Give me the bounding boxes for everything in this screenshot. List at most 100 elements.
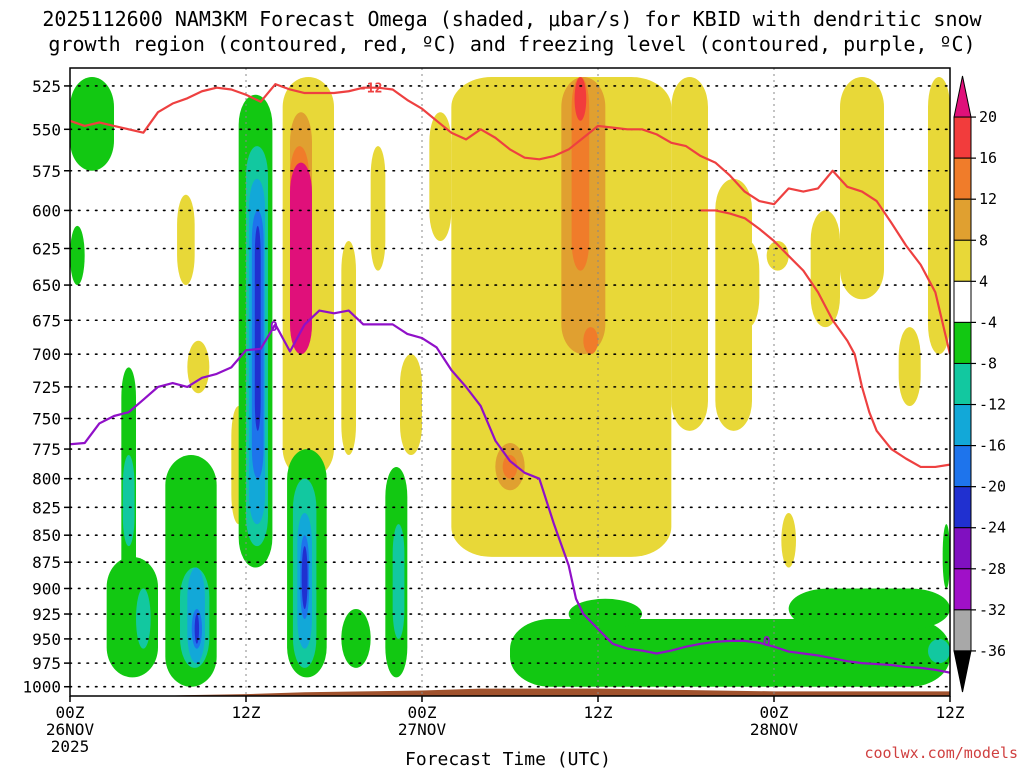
freezing-level-label: 0 (270, 320, 278, 335)
colorbar-swatch (953, 157, 972, 200)
omega-rising-region (177, 194, 195, 286)
colorbar-swatch (953, 527, 972, 570)
omega-sinking-region (194, 614, 200, 644)
x-tick-label: 27NOV (398, 720, 447, 739)
omega-rising-region (781, 512, 796, 568)
omega-sinking-region (301, 546, 308, 609)
y-tick-label: 775 (32, 440, 61, 459)
colorbar-swatch (953, 445, 972, 488)
y-tick-label: 700 (32, 345, 61, 364)
colorbar-swatch (953, 321, 972, 364)
omega-colorbar: 20 16 12 8 4 -4 -8 -12 -16 -20 -24 -28 -32 -36 (953, 75, 1006, 693)
omega-sinking-region (254, 225, 261, 431)
colorbar-label: -32 (979, 601, 1006, 619)
y-tick-label: 925 (32, 605, 61, 624)
chart-title-line-1: 2025112600 NAM3KM Forecast Omega (shaded… (42, 7, 982, 31)
colorbar-swatch (953, 486, 972, 529)
omega-sinking-region (136, 588, 151, 649)
omega-rising-region (429, 112, 452, 242)
x-tick-label: 12Z (936, 703, 965, 722)
omega-rising-region (290, 162, 312, 355)
y-tick-label: 850 (32, 526, 61, 545)
omega-rising-region (574, 77, 587, 121)
omega-rising-region (571, 77, 590, 271)
plot-content: -12 0 0 (70, 68, 950, 696)
colorbar-swatch (953, 116, 972, 159)
omega-rising-region (400, 354, 422, 456)
omega-rising-region (766, 241, 789, 271)
x-tick-label: 12Z (584, 703, 613, 722)
omega-rising-region (840, 77, 884, 300)
y-tick-label: 1000 (22, 678, 61, 697)
omega-rising-region (502, 455, 518, 479)
omega-sinking-region (928, 638, 950, 664)
colorbar-label: 16 (979, 149, 997, 167)
colorbar-label: 20 (979, 108, 997, 126)
colorbar-label: -16 (979, 437, 1006, 455)
omega-shading (70, 77, 950, 687)
chart-title-line-2: growth region (contoured, red, ºC) and f… (48, 32, 975, 56)
y-tick-label: 750 (32, 409, 61, 428)
pressure-axis: 525 550 575 600 625 650 675 700 725 750 775 800 825 8… (22, 77, 70, 697)
omega-sinking-region (510, 619, 950, 687)
colorbar-swatch (953, 362, 972, 406)
colorbar-swatch (953, 568, 972, 611)
x-tick-label: 12Z (232, 703, 261, 722)
colorbar-swatch (953, 198, 972, 241)
x-tick-label: 26NOV (46, 720, 95, 739)
y-tick-label: 650 (32, 276, 61, 295)
y-tick-label: 875 (32, 553, 61, 572)
colorbar-swatch (953, 239, 972, 282)
y-tick-label: 725 (32, 378, 61, 397)
y-tick-label: 800 (32, 470, 61, 489)
omega-rising-region (370, 146, 386, 271)
colorbar-label: -20 (979, 478, 1006, 496)
y-tick-label: 525 (32, 77, 61, 96)
omega-rising-region (928, 77, 950, 355)
y-tick-label: 825 (32, 498, 61, 517)
plot-frame (69, 67, 951, 697)
omega-rising-region (583, 327, 598, 355)
x-tick-label: 00Z (408, 703, 437, 722)
x-tick-label: 00Z (760, 703, 789, 722)
omega-sinking-region (392, 524, 405, 639)
y-tick-label: 900 (32, 579, 61, 598)
plot-area: -12 0 0 (69, 67, 951, 697)
y-tick-label: 600 (32, 201, 61, 220)
omega-sinking-region (70, 225, 85, 286)
x-tick-label: 2025 (51, 737, 90, 756)
y-tick-label: 675 (32, 311, 61, 330)
colorbar-label: -8 (979, 354, 997, 372)
x-axis-title: Forecast Time (UTC) (405, 749, 611, 768)
omega-rising-region (737, 241, 760, 328)
y-tick-label: 625 (32, 239, 61, 258)
y-tick-label: 975 (32, 654, 61, 673)
colorbar-top-arrow (953, 75, 972, 118)
omega-rising-region (671, 77, 708, 431)
colorbar-swatch (953, 280, 972, 323)
dgz-contour-line (70, 83, 950, 355)
freezing-level-label: 0 (763, 635, 771, 650)
colorbar-label: 4 (979, 272, 988, 290)
terrain-fill (70, 688, 950, 696)
omega-sinking-region (341, 608, 371, 668)
dgz-contour-line (700, 209, 950, 469)
omega-rising-region (187, 340, 210, 394)
dgz-contour-label: -12 (359, 82, 382, 97)
y-tick-label: 575 (32, 162, 61, 181)
colorbar-label: -28 (979, 560, 1006, 578)
y-tick-label: 950 (32, 630, 61, 649)
grid-lines (70, 68, 950, 696)
x-tick-label: 00Z (56, 703, 85, 722)
colorbar-label: 8 (979, 231, 988, 249)
colorbar-label: -4 (979, 313, 997, 331)
omega-rising-region (810, 210, 840, 328)
omega-rising-region (341, 241, 356, 456)
colorbar-bottom-arrow (953, 650, 972, 693)
freezing-level-line (70, 309, 950, 674)
colorbar-label: -36 (979, 642, 1006, 660)
omega-sinking-region (122, 455, 135, 547)
